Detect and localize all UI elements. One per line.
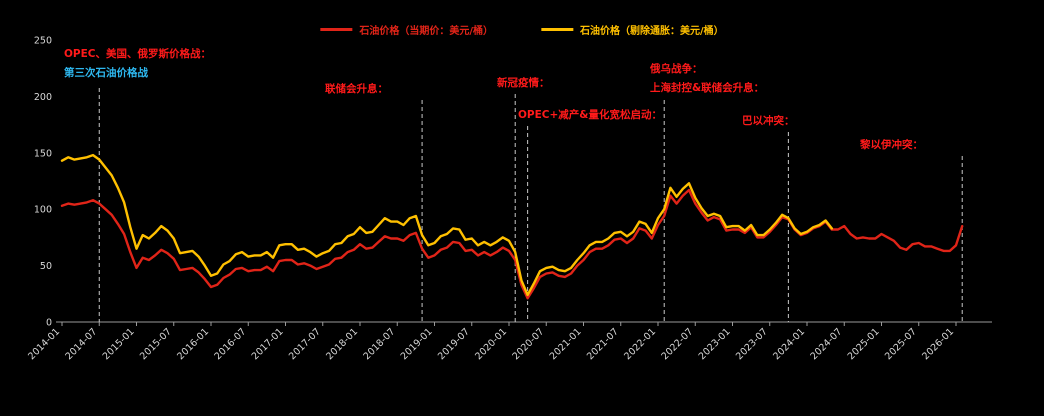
price-line-real <box>60 153 833 297</box>
x-axis-label: 2019-07 <box>436 326 472 362</box>
x-axis-label: 2015-07 <box>138 326 174 362</box>
event-label: 上海封控&联储会升息： <box>650 81 764 94</box>
event-label: 巴以冲突： <box>742 114 795 127</box>
x-axis-label: 2024-01 <box>771 326 807 362</box>
event-label: OPEC+减产&量化宽松启动： <box>518 108 662 121</box>
x-axis-label: 2014-01 <box>26 326 62 362</box>
y-axis-label: 200 <box>34 92 52 103</box>
legend-item-nominal: 石油价格（当期价：美元/桶） <box>320 22 493 37</box>
x-axis-label: 2018-07 <box>362 326 398 362</box>
x-axis-label: 2021-01 <box>548 326 584 362</box>
x-axis-label: 2026-01 <box>920 326 956 362</box>
x-axis-label: 2017-07 <box>287 326 323 362</box>
x-axis-label: 2022-07 <box>660 326 696 362</box>
legend-label-nominal: 石油价格（当期价：美元/桶） <box>359 26 493 37</box>
x-axis-label: 2016-07 <box>213 326 249 362</box>
x-axis-label: 2018-01 <box>324 326 360 362</box>
x-axis-label: 2020-07 <box>511 326 547 362</box>
event-label: 黎以伊冲突： <box>859 138 923 151</box>
y-axis-label: 50 <box>40 261 52 272</box>
x-axis-label: 2025-01 <box>846 326 882 362</box>
x-axis-label: 2019-01 <box>399 326 435 362</box>
x-axis-label: 2023-07 <box>734 326 770 362</box>
event-label: 联储会升息： <box>325 82 388 95</box>
y-axis-label: 100 <box>34 205 52 216</box>
chart-legend: 石油价格（当期价：美元/桶） 石油价格（剔除通胀：美元/桶） <box>320 22 724 37</box>
x-axis-label: 2014-07 <box>64 326 100 362</box>
event-label: 俄乌战争： <box>649 62 703 75</box>
x-axis-label: 2021-07 <box>585 326 621 362</box>
x-axis-label: 2017-01 <box>250 326 286 362</box>
event-label: 新冠疫情： <box>497 76 550 89</box>
y-axis-label: 0 <box>46 318 52 329</box>
x-axis-label: 2024-07 <box>809 326 845 362</box>
legend-line-swatch-real <box>541 28 573 31</box>
y-axis-label: 250 <box>34 36 52 47</box>
legend-label-real: 石油价格（剔除通胀：美元/桶） <box>580 26 724 37</box>
legend-line-swatch-nominal <box>320 28 353 31</box>
x-axis-label: 2015-01 <box>101 326 137 362</box>
x-axis-label: 2023-01 <box>697 326 733 362</box>
legend-item-real: 石油价格（剔除通胀：美元/桶） <box>541 22 724 37</box>
x-axis-label: 2020-01 <box>473 326 509 362</box>
event-label: OPEC、美国、俄罗斯价格战： <box>64 47 211 60</box>
y-axis-label: 150 <box>34 148 52 159</box>
event-label: 第三次石油价格战 <box>64 66 148 79</box>
x-axis-label: 2025-07 <box>883 326 919 362</box>
x-axis-label: 2016-01 <box>175 326 211 362</box>
x-axis-label: 2022-01 <box>622 326 658 362</box>
